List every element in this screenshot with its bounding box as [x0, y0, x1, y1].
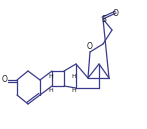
- Text: H: H: [49, 87, 53, 92]
- Text: S: S: [102, 14, 106, 23]
- Text: H: H: [72, 74, 76, 79]
- Text: O: O: [113, 9, 119, 18]
- Text: O: O: [1, 75, 7, 84]
- Text: H: H: [72, 87, 76, 92]
- Text: O: O: [87, 42, 93, 51]
- Text: H: H: [49, 74, 53, 79]
